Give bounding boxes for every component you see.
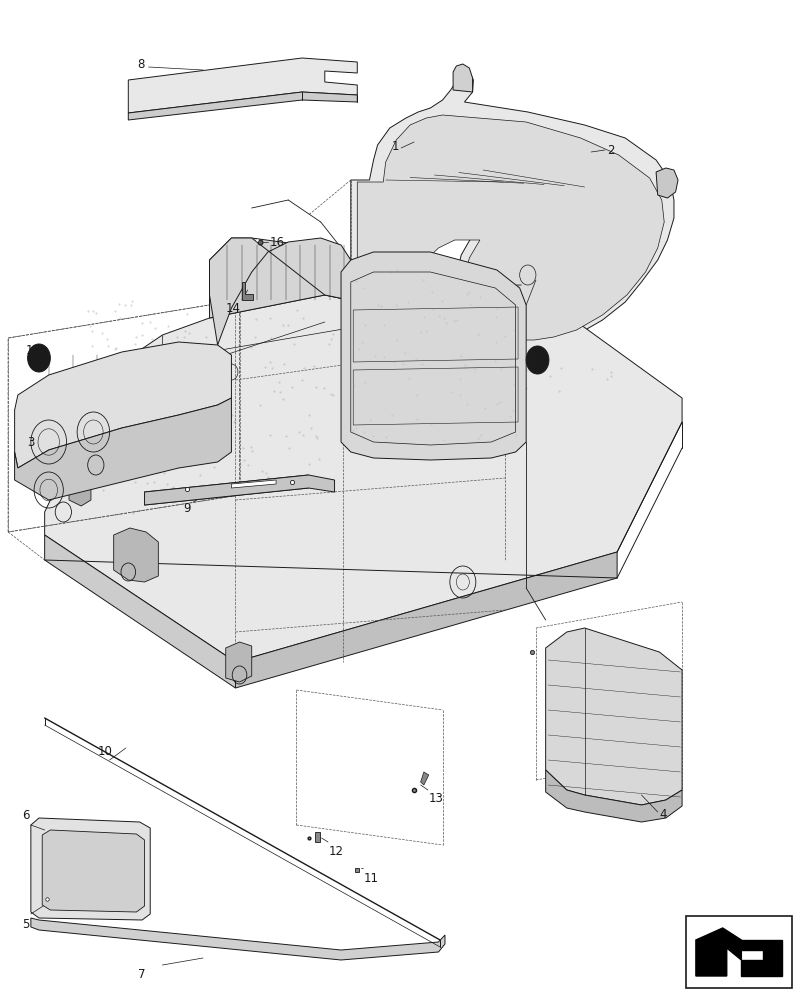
Polygon shape	[231, 480, 276, 488]
Polygon shape	[242, 282, 253, 300]
Polygon shape	[45, 535, 235, 688]
Polygon shape	[15, 398, 231, 500]
Circle shape	[28, 344, 50, 372]
Polygon shape	[144, 475, 334, 505]
Polygon shape	[420, 772, 428, 785]
Polygon shape	[315, 832, 320, 842]
Text: 8: 8	[137, 58, 144, 72]
Text: 11: 11	[363, 872, 378, 885]
Polygon shape	[42, 830, 144, 912]
Circle shape	[526, 346, 548, 374]
Bar	[685, 916, 791, 988]
Text: 9: 9	[182, 502, 191, 515]
Polygon shape	[357, 115, 663, 392]
Polygon shape	[545, 770, 681, 822]
Text: 13: 13	[428, 792, 443, 805]
Polygon shape	[545, 628, 681, 805]
Text: 3: 3	[28, 436, 35, 448]
Polygon shape	[235, 552, 616, 688]
Polygon shape	[128, 58, 357, 113]
Polygon shape	[114, 528, 158, 582]
Text: 7: 7	[138, 968, 146, 981]
Text: 10: 10	[97, 745, 112, 758]
Text: 5: 5	[22, 918, 29, 931]
Polygon shape	[209, 238, 349, 318]
Text: 1: 1	[392, 139, 399, 152]
Text: 15: 15	[26, 344, 41, 357]
Polygon shape	[209, 238, 350, 345]
Polygon shape	[69, 480, 91, 506]
Polygon shape	[31, 818, 150, 920]
Polygon shape	[341, 252, 526, 460]
Polygon shape	[128, 92, 357, 120]
Polygon shape	[15, 342, 231, 468]
Polygon shape	[695, 928, 740, 976]
Text: 4: 4	[659, 808, 666, 822]
Text: 12: 12	[328, 845, 343, 858]
Polygon shape	[740, 940, 781, 976]
Text: 2: 2	[607, 143, 614, 156]
Polygon shape	[350, 68, 673, 402]
Polygon shape	[45, 270, 681, 662]
Text: 14: 14	[225, 302, 240, 315]
Polygon shape	[31, 918, 444, 960]
Text: 6: 6	[22, 809, 29, 822]
Polygon shape	[73, 438, 101, 472]
Polygon shape	[225, 642, 251, 682]
Text: 16: 16	[269, 235, 284, 248]
Polygon shape	[453, 64, 472, 92]
Polygon shape	[655, 168, 677, 198]
